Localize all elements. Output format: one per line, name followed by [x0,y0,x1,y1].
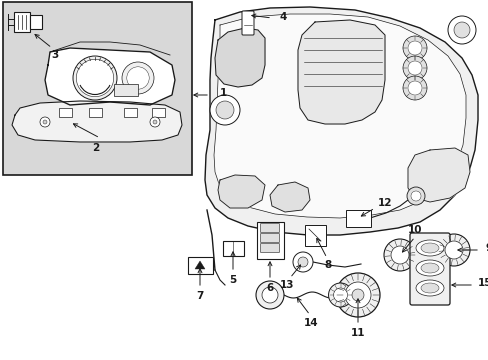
Ellipse shape [420,283,438,293]
FancyBboxPatch shape [242,11,253,35]
Circle shape [402,36,426,60]
Ellipse shape [415,260,443,276]
Text: 15: 15 [477,278,488,288]
FancyBboxPatch shape [260,243,279,252]
Circle shape [447,16,475,44]
Text: 14: 14 [303,318,318,328]
Circle shape [328,283,352,307]
Circle shape [126,67,149,89]
FancyBboxPatch shape [187,256,212,274]
Polygon shape [215,28,264,87]
FancyBboxPatch shape [222,240,243,256]
FancyBboxPatch shape [59,108,71,117]
FancyBboxPatch shape [14,12,30,32]
Text: 4: 4 [280,12,287,22]
FancyBboxPatch shape [3,2,192,175]
Text: 2: 2 [92,143,100,153]
Ellipse shape [420,243,438,253]
Circle shape [383,239,415,271]
Circle shape [73,56,117,100]
Text: 5: 5 [229,275,236,285]
Circle shape [262,287,278,303]
Circle shape [407,61,421,75]
Text: 6: 6 [266,283,273,293]
Polygon shape [269,182,309,212]
Text: 1: 1 [220,88,227,98]
Ellipse shape [420,263,438,273]
Circle shape [402,76,426,100]
FancyBboxPatch shape [30,15,42,29]
Circle shape [402,56,426,80]
Polygon shape [195,261,204,269]
Polygon shape [407,148,469,202]
Text: 3: 3 [51,50,59,60]
FancyBboxPatch shape [256,221,283,258]
Ellipse shape [415,240,443,256]
Text: 7: 7 [196,291,203,301]
Ellipse shape [415,280,443,296]
Circle shape [390,246,408,264]
Circle shape [40,117,50,127]
FancyBboxPatch shape [151,108,164,117]
Circle shape [345,282,370,308]
FancyBboxPatch shape [88,108,102,117]
Circle shape [256,281,284,309]
Polygon shape [297,20,384,124]
Circle shape [43,120,47,124]
Polygon shape [218,175,264,208]
Circle shape [122,62,154,94]
FancyBboxPatch shape [123,108,136,117]
Circle shape [407,41,421,55]
Circle shape [406,187,424,205]
FancyBboxPatch shape [260,224,279,233]
Circle shape [76,59,114,97]
Text: 11: 11 [350,328,365,338]
FancyBboxPatch shape [260,234,279,243]
Circle shape [153,120,157,124]
Circle shape [437,234,469,266]
Circle shape [444,241,462,259]
Text: 13: 13 [279,280,294,290]
Polygon shape [12,101,182,142]
Text: 9: 9 [484,243,488,253]
Circle shape [453,22,469,38]
FancyBboxPatch shape [114,84,138,96]
Circle shape [150,117,160,127]
Circle shape [335,273,379,317]
FancyBboxPatch shape [345,210,370,226]
Text: 10: 10 [407,225,421,235]
Polygon shape [214,14,465,218]
Polygon shape [45,48,175,105]
Text: 8: 8 [324,260,331,270]
Circle shape [407,81,421,95]
Circle shape [297,257,307,267]
Polygon shape [204,7,477,235]
Circle shape [351,289,363,301]
FancyBboxPatch shape [409,233,449,305]
Circle shape [216,101,234,119]
Circle shape [333,288,347,302]
Circle shape [292,252,312,272]
Text: 12: 12 [377,198,392,208]
Circle shape [410,191,420,201]
Circle shape [209,95,240,125]
FancyBboxPatch shape [304,225,325,246]
